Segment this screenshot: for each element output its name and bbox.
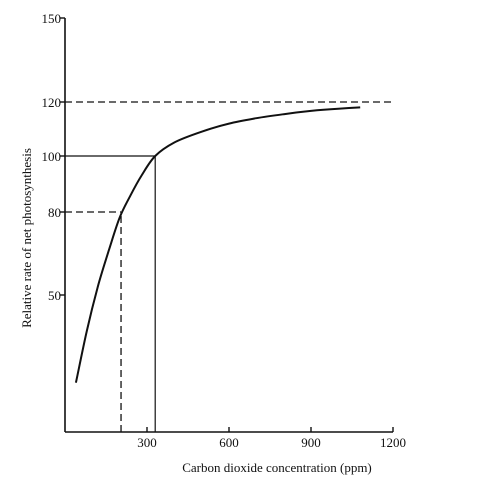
reference-lines: [65, 101, 393, 432]
x-tick-label-300: 300: [137, 435, 157, 450]
y-tick-label-80: 80: [48, 205, 61, 220]
photosynthesis-curve: [74, 106, 361, 383]
x-tick-label-900: 900: [301, 435, 321, 450]
y-tick-label-120: 120: [42, 95, 62, 110]
axes: [64, 18, 393, 433]
tick-labels: 50 80 100 120 150 300 600 900 1200: [42, 11, 407, 450]
y-tick-label-50: 50: [48, 288, 61, 303]
tick-marks: [60, 17, 394, 432]
x-tick-label-1200: 1200: [380, 435, 406, 450]
y-axis-title: Relative rate of net photosynthesis: [19, 148, 34, 328]
x-axis-title: Carbon dioxide concentration (ppm): [182, 460, 372, 475]
y-tick-label-150: 150: [42, 11, 62, 26]
x-tick-label-600: 600: [219, 435, 239, 450]
y-tick-label-100: 100: [42, 149, 62, 164]
